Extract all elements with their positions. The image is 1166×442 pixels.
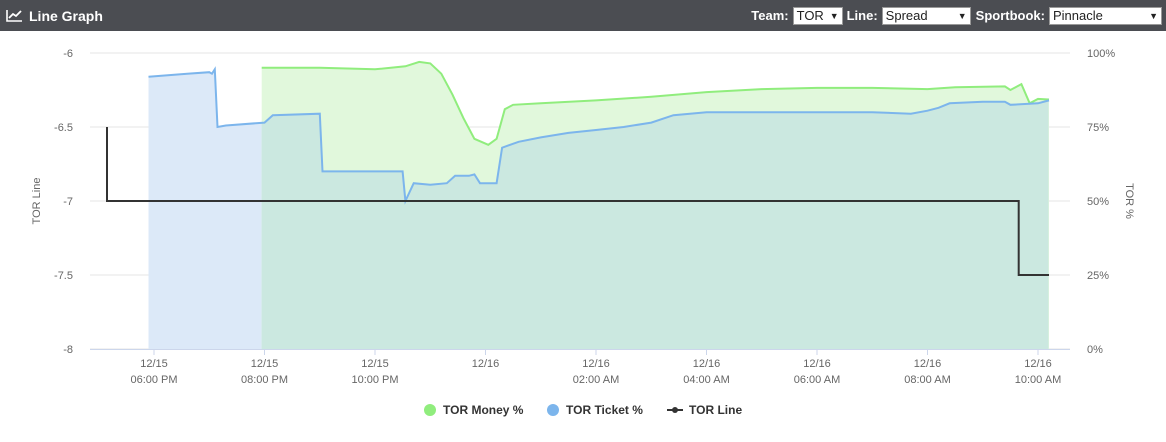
x-tick-label-time: 02:00 AM: [573, 374, 619, 386]
money-series-line: [261, 60, 1050, 146]
legend-marker: [672, 407, 678, 413]
overlap-area: [261, 100, 1049, 349]
y-right-tick-label: 50%: [1087, 196, 1109, 208]
legend-marker: [424, 404, 436, 416]
y-left-tick-label: -6.5: [54, 122, 73, 134]
y-left-tick-label: -7.5: [54, 270, 73, 282]
line-chart: -6 -6.5 -7 -7.5 -8 100% 75% 50% 25% 0% TOR Line TOR…: [31, 48, 1135, 417]
chart-title: Line Graph: [6, 0, 103, 31]
sportbook-label: Sportbook:: [975, 8, 1045, 23]
x-tick-label-time: 10:00 AM: [1015, 374, 1061, 386]
y-left-tick-label: -8: [63, 344, 73, 356]
x-tick-label-date: 12/16: [582, 358, 610, 370]
x-tick-label-time: 10:00 PM: [351, 374, 398, 386]
y-right-tick-label: 100%: [1087, 48, 1115, 60]
line-select-value: Spread: [885, 7, 928, 23]
line-label: Line:: [846, 8, 878, 23]
y-left-axis-title: TOR Line: [31, 178, 43, 225]
team-label: Team:: [751, 8, 789, 23]
chart-header-bar: Line Graph Team: TOR ▼ Line: Spread ▼ Sp…: [0, 0, 1166, 31]
chevron-down-icon: ▼: [957, 10, 967, 21]
chart-controls: Team: TOR ▼ Line: Spread ▼ Sportbook: Pi…: [743, 0, 1162, 31]
x-tick-label-time: 04:00 AM: [683, 374, 729, 386]
line-select[interactable]: Spread ▼: [881, 6, 971, 25]
y-right-tick-label: 25%: [1087, 270, 1109, 282]
line-chart-icon: [6, 10, 22, 22]
x-tick-label-time: 06:00 AM: [794, 374, 840, 386]
x-tick-label-date: 12/16: [914, 358, 942, 370]
team-select-value: TOR: [796, 7, 824, 23]
x-tick-label-date: 12/15: [140, 358, 168, 370]
y-left-tick-label: -6: [63, 48, 73, 60]
sportbook-select[interactable]: Pinnacle ▼: [1049, 6, 1162, 25]
x-tick-label-date: 12/16: [693, 358, 721, 370]
x-tick-label-date: 12/16: [1024, 358, 1052, 370]
x-tick-label-date: 12/16: [803, 358, 831, 370]
legend-marker: [547, 404, 559, 416]
ticket-series-line: [148, 66, 1050, 205]
chevron-down-icon: ▼: [829, 10, 839, 21]
sportbook-select-value: Pinnacle: [1053, 7, 1103, 23]
legend-item: TOR Line: [667, 403, 742, 417]
x-tick-label-date: 12/15: [361, 358, 389, 370]
legend-item: TOR Money %: [424, 403, 524, 417]
chart-title-text: Line Graph: [29, 7, 103, 24]
x-tick-label-date: 12/15: [251, 358, 279, 370]
y-right-axis-title: TOR %: [1123, 183, 1135, 219]
x-tick-label-time: 08:00 AM: [904, 374, 950, 386]
team-select[interactable]: TOR ▼: [792, 6, 843, 25]
chevron-down-icon: ▼: [1149, 10, 1158, 21]
legend-label: TOR Money %: [443, 403, 524, 417]
x-tick-label-time: 08:00 PM: [241, 374, 288, 386]
x-tick-label-time: 06:00 PM: [130, 374, 177, 386]
y-right-tick-label: 0%: [1087, 344, 1103, 356]
x-tick-label-date: 12/16: [472, 358, 500, 370]
y-right-tick-label: 75%: [1087, 122, 1109, 134]
legend-label: TOR Ticket %: [566, 403, 643, 417]
y-left-tick-label: -7: [63, 196, 73, 208]
legend-label: TOR Line: [689, 403, 742, 417]
legend-item: TOR Ticket %: [547, 403, 643, 417]
tor-line-series: [106, 127, 1049, 276]
